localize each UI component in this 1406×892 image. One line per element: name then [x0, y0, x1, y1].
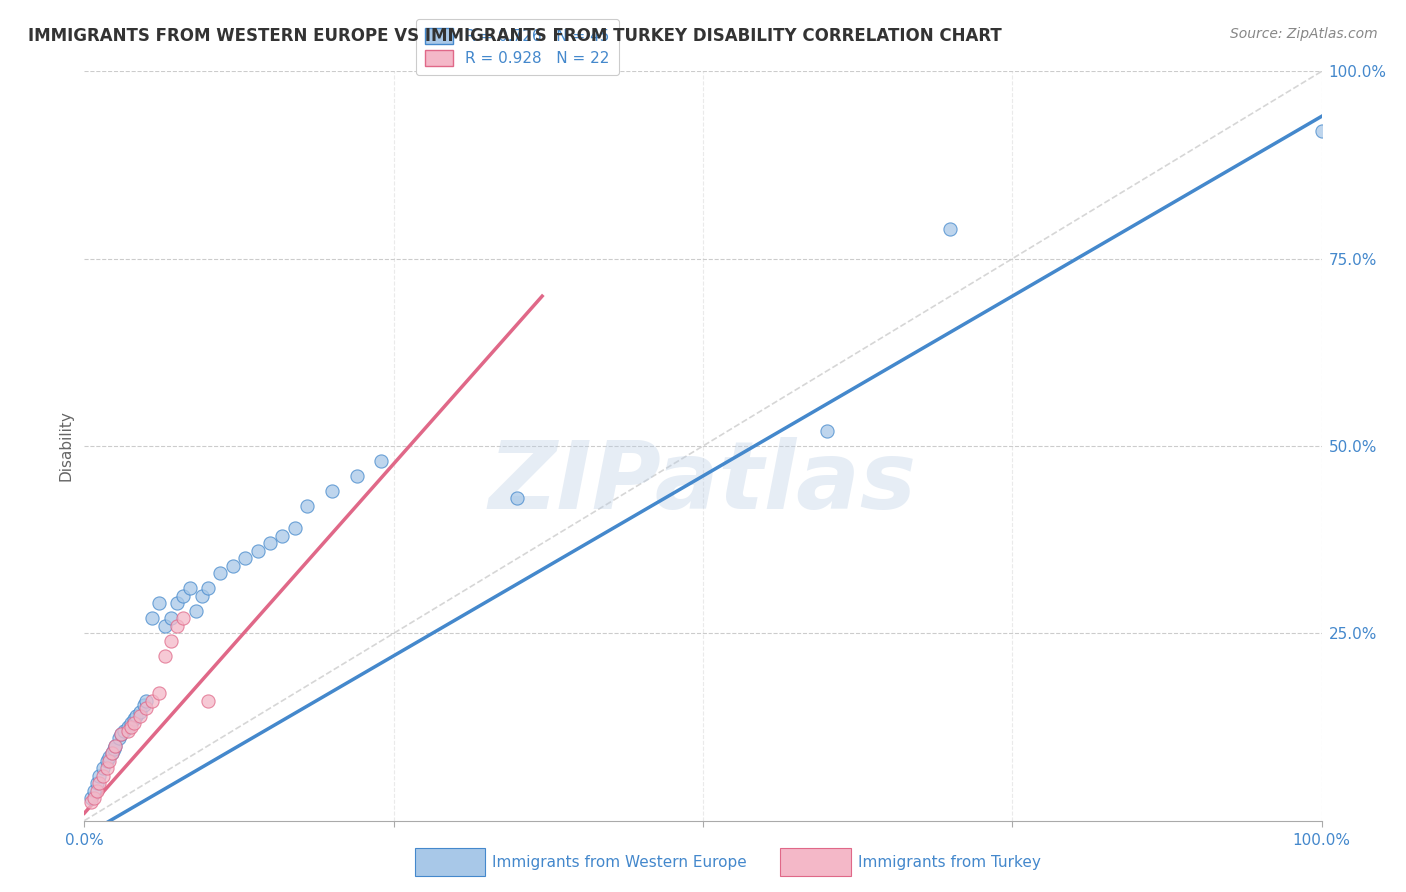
Point	[129, 708, 152, 723]
Point	[86, 783, 108, 797]
Point	[1310, 124, 1333, 138]
Point	[98, 750, 121, 764]
Point	[295, 499, 318, 513]
Point	[79, 791, 101, 805]
Point	[132, 698, 155, 712]
Point	[939, 221, 962, 235]
Point	[815, 424, 838, 438]
Text: ZIPatlas: ZIPatlas	[489, 437, 917, 530]
Text: Immigrants from Turkey: Immigrants from Turkey	[858, 855, 1040, 870]
Point	[135, 694, 157, 708]
Point	[83, 791, 105, 805]
Point	[89, 769, 111, 783]
Point	[91, 761, 114, 775]
Point	[96, 754, 118, 768]
Point	[148, 596, 170, 610]
Text: Source: ZipAtlas.com: Source: ZipAtlas.com	[1230, 27, 1378, 41]
Point	[166, 619, 188, 633]
Point	[259, 536, 281, 550]
Point	[284, 521, 307, 535]
Point	[148, 686, 170, 700]
Point	[96, 761, 118, 775]
Point	[125, 708, 148, 723]
Point	[104, 739, 127, 753]
Point	[209, 566, 232, 581]
Point	[346, 469, 368, 483]
Point	[321, 483, 343, 498]
Point	[83, 783, 105, 797]
Point	[233, 551, 256, 566]
Point	[100, 746, 122, 760]
FancyBboxPatch shape	[780, 847, 851, 876]
Y-axis label: Disability: Disability	[58, 410, 73, 482]
Point	[172, 589, 194, 603]
Point	[135, 701, 157, 715]
Point	[271, 529, 294, 543]
Point	[89, 776, 111, 790]
Point	[197, 694, 219, 708]
Point	[103, 742, 125, 756]
Point	[91, 769, 114, 783]
Point	[120, 720, 142, 734]
Point	[197, 582, 219, 596]
Point	[120, 716, 142, 731]
Point	[141, 611, 163, 625]
Point	[179, 582, 201, 596]
Point	[108, 731, 131, 746]
Point	[98, 754, 121, 768]
Point	[117, 723, 139, 738]
Point	[141, 694, 163, 708]
Point	[110, 727, 132, 741]
Point	[172, 611, 194, 625]
Point	[129, 705, 152, 719]
Point	[166, 596, 188, 610]
Point	[104, 739, 127, 753]
Point	[110, 727, 132, 741]
FancyBboxPatch shape	[415, 847, 485, 876]
Point	[153, 648, 176, 663]
Text: Immigrants from Western Europe: Immigrants from Western Europe	[492, 855, 747, 870]
Point	[160, 633, 183, 648]
Point	[100, 746, 122, 760]
Point	[246, 544, 269, 558]
Point	[122, 716, 145, 731]
Point	[184, 604, 207, 618]
Point	[153, 619, 176, 633]
Point	[122, 713, 145, 727]
Legend: R = 0.726   N = 45, R = 0.928   N = 22: R = 0.726 N = 45, R = 0.928 N = 22	[416, 19, 619, 76]
Point	[117, 720, 139, 734]
Text: IMMIGRANTS FROM WESTERN EUROPE VS IMMIGRANTS FROM TURKEY DISABILITY CORRELATION : IMMIGRANTS FROM WESTERN EUROPE VS IMMIGR…	[28, 27, 1002, 45]
Point	[222, 558, 245, 573]
Point	[160, 611, 183, 625]
Point	[506, 491, 529, 506]
Point	[79, 795, 101, 809]
Point	[112, 723, 135, 738]
Point	[86, 776, 108, 790]
Point	[370, 454, 392, 468]
Point	[191, 589, 214, 603]
